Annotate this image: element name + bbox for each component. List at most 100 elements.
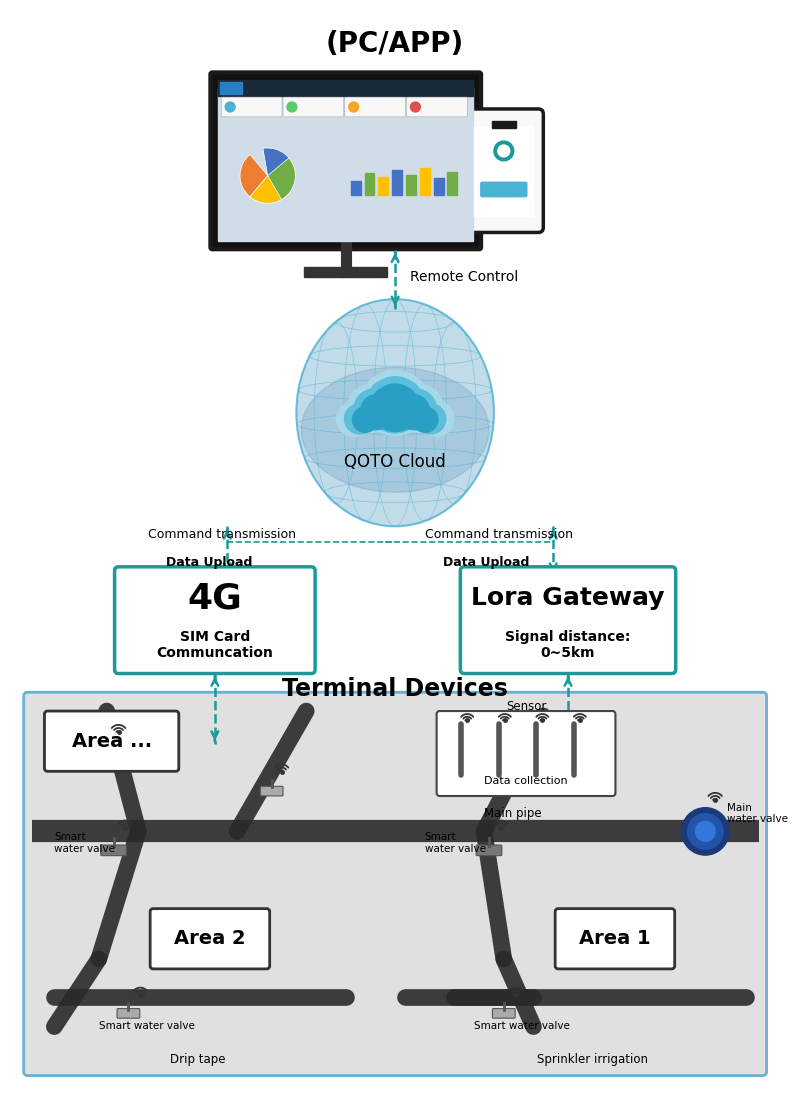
Circle shape: [416, 404, 446, 434]
Bar: [218, 81, 473, 96]
Text: Terminal Devices: Terminal Devices: [282, 677, 508, 701]
Text: Data Upload: Data Upload: [442, 556, 529, 570]
Text: Signal distance:
0~5km: Signal distance: 0~5km: [506, 629, 630, 660]
FancyBboxPatch shape: [260, 786, 283, 796]
Text: Data Upload: Data Upload: [166, 556, 252, 570]
Circle shape: [498, 145, 510, 157]
Circle shape: [371, 384, 419, 431]
FancyBboxPatch shape: [464, 109, 543, 232]
Text: Smart water valve: Smart water valve: [474, 1021, 570, 1031]
Ellipse shape: [296, 299, 494, 526]
Text: Main pipe: Main pipe: [484, 806, 542, 820]
Circle shape: [369, 380, 402, 415]
Bar: [434, 178, 443, 196]
Text: Command transmission: Command transmission: [148, 528, 296, 541]
Circle shape: [419, 401, 454, 437]
FancyBboxPatch shape: [117, 1009, 140, 1019]
Text: SIM Card
Communcation: SIM Card Communcation: [157, 629, 274, 660]
FancyBboxPatch shape: [210, 72, 481, 249]
Bar: [420, 168, 430, 196]
Bar: [346, 403, 444, 430]
Circle shape: [395, 389, 437, 430]
Circle shape: [353, 407, 378, 432]
Bar: [353, 405, 438, 428]
FancyBboxPatch shape: [406, 97, 467, 117]
FancyBboxPatch shape: [555, 909, 674, 969]
Text: Smart water valve: Smart water valve: [98, 1021, 194, 1031]
Ellipse shape: [302, 367, 489, 492]
FancyBboxPatch shape: [150, 909, 270, 969]
Bar: [220, 82, 242, 94]
Text: Lora Gateway: Lora Gateway: [471, 586, 665, 611]
Circle shape: [337, 401, 371, 437]
Circle shape: [410, 102, 420, 112]
Circle shape: [365, 375, 404, 414]
FancyBboxPatch shape: [24, 692, 766, 1075]
Circle shape: [388, 380, 422, 415]
FancyBboxPatch shape: [480, 181, 527, 197]
FancyBboxPatch shape: [345, 97, 406, 117]
Bar: [304, 267, 387, 276]
Circle shape: [287, 102, 297, 112]
Bar: [406, 175, 416, 196]
Text: 4G: 4G: [187, 582, 242, 615]
FancyBboxPatch shape: [437, 711, 615, 796]
Circle shape: [687, 814, 723, 849]
Circle shape: [354, 389, 395, 430]
FancyBboxPatch shape: [98, 747, 120, 757]
Text: Data collection: Data collection: [484, 776, 568, 786]
Bar: [218, 88, 473, 241]
Wedge shape: [250, 176, 292, 204]
Bar: [359, 408, 430, 428]
Text: Remote Control: Remote Control: [410, 270, 518, 284]
Text: Main
water valve: Main water valve: [727, 803, 788, 824]
Wedge shape: [263, 148, 295, 176]
FancyBboxPatch shape: [493, 1009, 515, 1019]
Circle shape: [373, 387, 402, 416]
Wedge shape: [268, 158, 295, 199]
FancyBboxPatch shape: [45, 711, 179, 771]
Circle shape: [345, 404, 374, 434]
Circle shape: [226, 102, 235, 112]
Text: (PC/APP): (PC/APP): [326, 30, 464, 59]
Circle shape: [413, 407, 438, 432]
Text: Area ...: Area ...: [71, 732, 152, 751]
Text: Command transmission: Command transmission: [425, 528, 573, 541]
Ellipse shape: [296, 299, 494, 526]
Text: QOTO Cloud: QOTO Cloud: [344, 453, 446, 471]
Circle shape: [682, 807, 729, 855]
Bar: [350, 180, 361, 196]
Bar: [474, 126, 534, 216]
Circle shape: [389, 387, 418, 416]
FancyBboxPatch shape: [114, 567, 315, 674]
Circle shape: [362, 371, 428, 436]
Circle shape: [386, 375, 426, 414]
Circle shape: [494, 142, 514, 160]
Bar: [378, 177, 388, 196]
Bar: [447, 171, 458, 196]
Circle shape: [367, 377, 423, 432]
FancyBboxPatch shape: [283, 97, 344, 117]
Circle shape: [395, 395, 430, 429]
Text: Sprinkler irrigation: Sprinkler irrigation: [538, 1053, 648, 1066]
FancyBboxPatch shape: [460, 567, 676, 674]
Text: Smart
water valve: Smart water valve: [54, 833, 115, 854]
FancyBboxPatch shape: [101, 845, 126, 856]
Circle shape: [695, 822, 715, 842]
Bar: [365, 174, 374, 196]
Circle shape: [347, 385, 395, 432]
Bar: [392, 169, 402, 196]
Text: Area 2: Area 2: [174, 929, 246, 948]
Text: Drip tape: Drip tape: [170, 1053, 226, 1066]
Circle shape: [395, 385, 443, 432]
Bar: [492, 121, 516, 127]
Text: Sensor: Sensor: [506, 700, 546, 712]
Text: Area 1: Area 1: [579, 929, 650, 948]
FancyBboxPatch shape: [476, 845, 502, 856]
Circle shape: [349, 102, 358, 112]
Wedge shape: [240, 155, 268, 197]
FancyBboxPatch shape: [222, 97, 282, 117]
Ellipse shape: [296, 299, 494, 526]
Circle shape: [360, 395, 395, 429]
Text: Smart
water valve: Smart water valve: [425, 833, 486, 854]
